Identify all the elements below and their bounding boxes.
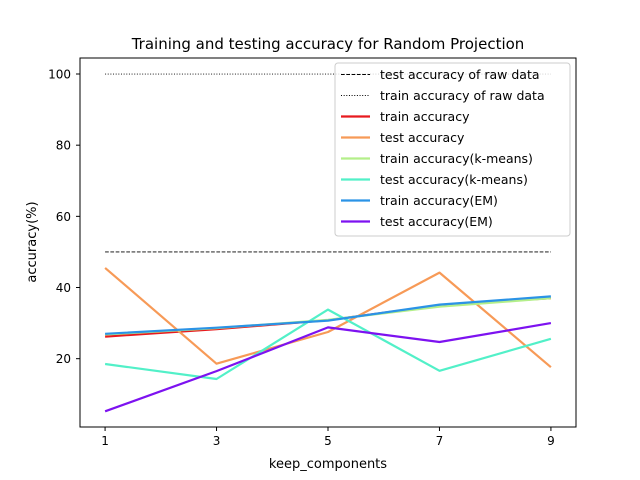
legend-label-1: train accuracy of raw data (380, 88, 545, 103)
y-axis-ticks: 20 40 60 80 100 (48, 68, 80, 366)
legend-label-7: test accuracy(EM) (380, 214, 493, 229)
legend-label-4: train accuracy(k-means) (380, 151, 533, 166)
y-tick-label: 20 (56, 352, 71, 366)
y-tick-label: 100 (48, 68, 71, 82)
y-tick-label: 80 (56, 139, 71, 153)
legend: test accuracy of raw data train accuracy … (334, 62, 571, 237)
legend-label-0: test accuracy of raw data (380, 67, 540, 82)
legend-label-2: train accuracy (380, 109, 470, 124)
x-tick-label: 5 (324, 434, 332, 448)
y-tick-label: 60 (56, 210, 71, 224)
series-line-5 (104, 322, 552, 413)
series-line-1 (104, 267, 552, 369)
legend-label-3: test accuracy (380, 130, 465, 145)
x-axis-label: keep_components (269, 457, 387, 472)
x-tick-label: 7 (436, 434, 444, 448)
legend-frame (334, 62, 571, 237)
series-line-3 (104, 308, 552, 381)
x-tick-label: 9 (547, 434, 555, 448)
series-line-4 (105, 295, 551, 335)
x-axis-ticks: 1 3 5 7 9 (101, 427, 555, 448)
y-tick-label: 40 (56, 281, 71, 295)
x-tick-label: 3 (213, 434, 221, 448)
legend-label-6: train accuracy(EM) (380, 193, 498, 208)
legend-label-5: test accuracy(k-means) (380, 172, 528, 187)
series-lines (104, 267, 552, 413)
y-axis-label: accuracy(%) (25, 201, 40, 282)
chart-title: Training and testing accuracy for Random… (131, 35, 525, 53)
x-tick-label: 1 (101, 434, 109, 448)
